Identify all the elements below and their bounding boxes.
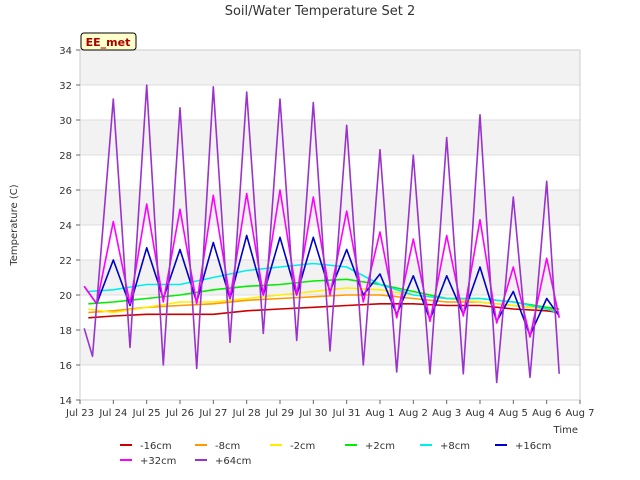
plot-band <box>80 190 580 225</box>
x-tick-label: Aug 6 <box>532 408 561 419</box>
x-tick-label: Aug 3 <box>432 408 461 419</box>
y-tick-label: 14 <box>59 396 72 407</box>
legend-item: +2cm <box>345 441 395 452</box>
x-tick-label: Aug 4 <box>465 408 494 419</box>
y-tick-label: 16 <box>59 361 72 372</box>
legend-item: +64cm <box>195 456 251 467</box>
x-tick-label: Jul 26 <box>165 408 194 419</box>
x-tick-label: Jul 25 <box>132 408 161 419</box>
y-axis-label: Temperature (C) <box>9 184 20 266</box>
y-tick-label: 28 <box>59 151 72 162</box>
legend-label: +2cm <box>365 441 395 452</box>
x-tick-label: Aug 7 <box>565 408 594 419</box>
legend-label: -2cm <box>290 441 315 452</box>
x-tick-label: Jul 24 <box>98 408 127 419</box>
legend-label: +16cm <box>515 441 551 452</box>
x-tick-label: Jul 30 <box>298 408 327 419</box>
legend-item: +16cm <box>495 441 551 452</box>
site-label-box: EE_met <box>80 32 137 51</box>
legend-item: -2cm <box>270 441 315 452</box>
legend-label: +64cm <box>215 456 251 467</box>
legend-label: +8cm <box>440 441 470 452</box>
legend-label: -8cm <box>215 441 240 452</box>
legend-item: -16cm <box>120 441 172 452</box>
legend-item: +8cm <box>420 441 470 452</box>
y-tick-label: 22 <box>59 256 72 267</box>
y-tick-label: 26 <box>59 186 72 197</box>
series-line <box>83 189 560 338</box>
legend-label: +32cm <box>140 456 176 467</box>
x-axis-label: Time <box>553 425 578 436</box>
y-tick-label: 18 <box>59 326 72 337</box>
x-tick-label: Jul 31 <box>332 408 361 419</box>
series-line <box>88 303 560 319</box>
y-tick-label: 20 <box>59 291 72 302</box>
x-tick-label: Jul 23 <box>65 408 94 419</box>
legend-label: -16cm <box>140 441 172 452</box>
plot-band <box>80 120 580 155</box>
site-label: EE_met <box>86 36 131 49</box>
series-lines <box>83 84 560 384</box>
plot-band <box>80 50 580 85</box>
legend: -16cm -8cm -2cm +2cm +8cm +16cm +32cm +64cm <box>120 441 551 467</box>
x-tick-label: Jul 28 <box>232 408 261 419</box>
legend-item: -8cm <box>195 441 240 452</box>
series-line <box>88 262 560 314</box>
y-tick-label: 30 <box>59 116 72 127</box>
x-tick-label: Aug 5 <box>499 408 528 419</box>
chart-title: Soil/Water Temperature Set 2 <box>225 4 416 19</box>
site-label-background <box>80 32 137 51</box>
series-line <box>83 84 560 384</box>
x-tick-label: Jul 29 <box>265 408 294 419</box>
y-tick-label: 24 <box>59 221 72 232</box>
x-tick-label: Aug 1 <box>365 408 394 419</box>
y-tick-label: 32 <box>59 81 72 92</box>
legend-item: +32cm <box>120 456 176 467</box>
x-tick-label: Jul 27 <box>198 408 227 419</box>
x-tick-label: Aug 2 <box>399 408 428 419</box>
y-tick-label: 34 <box>59 46 72 57</box>
axes: 14 16 18 20 22 24 26 28 30 32 34 Jul 23 Jul 24 Jul 25… <box>59 46 594 419</box>
